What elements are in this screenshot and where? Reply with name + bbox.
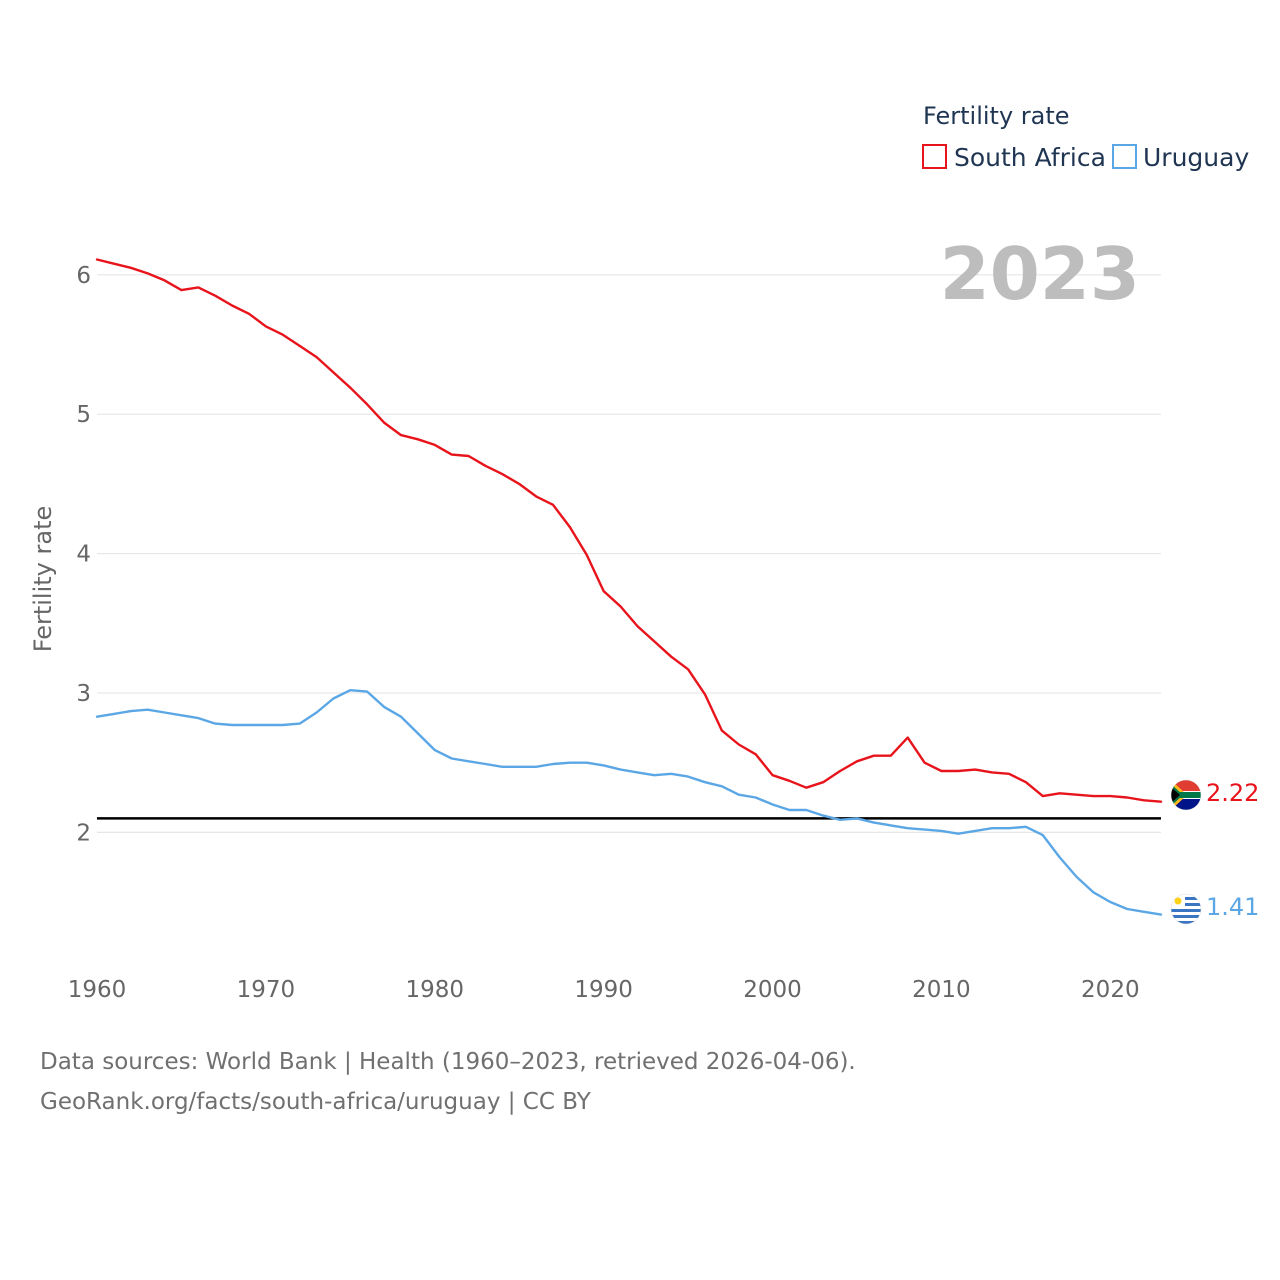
series-line-uruguay bbox=[95, 689, 1163, 916]
footer-attribution: GeoRank.org/facts/south-africa/uruguay |… bbox=[40, 1089, 591, 1115]
y-tick-label: 6 bbox=[76, 263, 91, 289]
x-tick-label: 1990 bbox=[574, 977, 633, 1003]
y-tick-label: 2 bbox=[76, 820, 91, 846]
x-tick-label: 1970 bbox=[237, 977, 296, 1003]
y-tick-label: 4 bbox=[76, 542, 91, 568]
legend-label-south-africa: South Africa bbox=[954, 143, 1106, 172]
legend-swatch-uruguay bbox=[1112, 144, 1137, 169]
legend-swatch-south-africa bbox=[922, 144, 947, 169]
footer: Data sources: World Bank | Health (1960–… bbox=[40, 1042, 856, 1122]
uruguay-flag-border bbox=[1170, 893, 1202, 925]
legend: Fertility rate South Africa Uruguay bbox=[922, 102, 1249, 172]
footer-data-sources: Data sources: World Bank | Health (1960–… bbox=[40, 1049, 856, 1075]
y-tick-label: 5 bbox=[76, 402, 91, 428]
x-axis-ticks: 1960 1970 1980 1990 2000 2010 2020 bbox=[68, 977, 1140, 1003]
x-tick-label: 2010 bbox=[912, 977, 971, 1003]
y-axis-title: Fertility rate bbox=[29, 506, 57, 653]
south-africa-flag-border bbox=[1170, 779, 1202, 811]
y-tick-label: 3 bbox=[76, 681, 91, 707]
series-lines bbox=[95, 258, 1163, 916]
x-tick-label: 2000 bbox=[743, 977, 802, 1003]
legend-label-uruguay: Uruguay bbox=[1143, 143, 1249, 172]
uruguay-end-value: 1.41 bbox=[1206, 893, 1259, 921]
legend-title: Fertility rate bbox=[923, 102, 1070, 130]
south-africa-flag-icon bbox=[1171, 780, 1201, 810]
y-axis-ticks: 2 3 4 5 6 bbox=[76, 263, 91, 847]
grid-lines bbox=[97, 274, 1161, 833]
uruguay-flag-icon bbox=[1171, 894, 1201, 924]
x-tick-label: 1960 bbox=[68, 977, 127, 1003]
south-africa-end-value: 2.22 bbox=[1206, 779, 1259, 807]
year-watermark: 2023 bbox=[940, 232, 1140, 316]
x-tick-label: 2020 bbox=[1081, 977, 1140, 1003]
series-line-south-africa bbox=[95, 258, 1163, 803]
x-tick-label: 1980 bbox=[406, 977, 465, 1003]
